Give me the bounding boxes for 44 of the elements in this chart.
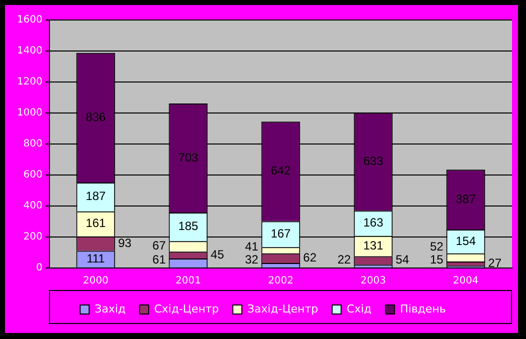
data-label: 633 xyxy=(363,154,384,168)
legend-label: Схід xyxy=(346,302,372,316)
data-label: 163 xyxy=(363,216,384,230)
x-tick-label: 2001 xyxy=(175,276,201,287)
data-label: 41 xyxy=(244,239,259,254)
data-label: 161 xyxy=(86,216,106,230)
x-tick-label: 2003 xyxy=(360,276,386,287)
data-label: 93 xyxy=(118,236,132,250)
x-tick-label: 2004 xyxy=(453,276,478,287)
data-label: 32 xyxy=(244,252,259,266)
y-tick-label: 800 xyxy=(23,138,42,150)
legend-label: Південь xyxy=(400,302,446,316)
data-label: 54 xyxy=(396,252,410,267)
data-label: 703 xyxy=(178,150,199,164)
data-label: 52 xyxy=(430,239,444,254)
data-label: 187 xyxy=(86,189,106,204)
data-label: 154 xyxy=(456,234,476,248)
data-label: 167 xyxy=(270,226,292,240)
data-label: 642 xyxy=(270,164,292,178)
y-tick-label: 1400 xyxy=(16,46,42,57)
data-label: 387 xyxy=(456,192,476,206)
data-label: 62 xyxy=(303,250,317,265)
data-label: 185 xyxy=(178,219,199,234)
x-tick-label: 2002 xyxy=(268,276,294,287)
data-label: 15 xyxy=(430,252,444,266)
data-label: 836 xyxy=(86,110,106,124)
legend-label: Захід xyxy=(94,302,126,316)
legend-label: Схід-Центр xyxy=(154,302,219,316)
y-tick-label: 600 xyxy=(23,170,42,181)
data-label: 61 xyxy=(152,252,166,266)
data-label: 27 xyxy=(488,256,502,270)
y-tick-label: 1000 xyxy=(16,108,42,119)
data-label: 131 xyxy=(363,238,384,252)
data-label: 111 xyxy=(86,251,106,266)
data-label: 67 xyxy=(152,238,166,253)
x-tick-label: 2000 xyxy=(82,276,108,287)
y-tick-label: 400 xyxy=(23,200,42,212)
legend-label: Захід-Центр xyxy=(247,302,318,316)
y-tick-label: 0 xyxy=(36,262,42,274)
data-label: 22 xyxy=(337,252,352,266)
data-label: 45 xyxy=(210,247,224,262)
y-tick-label: 200 xyxy=(23,232,42,243)
y-tick-label: 1600 xyxy=(16,14,42,26)
y-tick-label: 1200 xyxy=(16,76,42,88)
